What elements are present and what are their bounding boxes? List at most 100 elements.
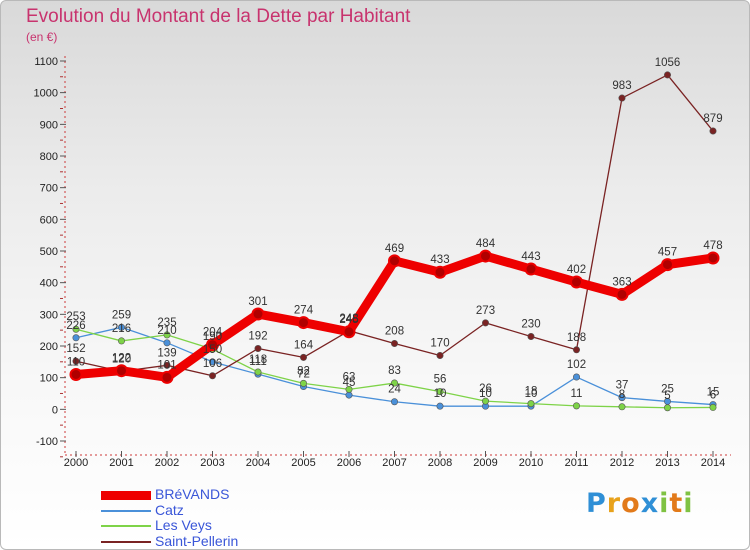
data-label: 6 [710,389,716,401]
data-label: 274 [294,305,314,317]
data-point [299,353,307,361]
data-label: 469 [385,243,404,255]
data-label: 192 [248,331,267,343]
data-point [570,275,583,289]
logo-letter: i [659,488,670,519]
data-point [618,94,626,102]
data-point [390,379,398,387]
y-tick-label: -100 [36,436,58,448]
logo-letter: i [683,488,694,519]
data-label: 208 [385,325,404,337]
data-label: 56 [434,374,447,386]
data-point [163,331,171,339]
data-point [709,127,717,135]
y-tick-label: 400 [40,278,58,290]
x-tick-label: 2000 [64,457,88,469]
data-label: 63 [343,371,356,383]
x-tick-label: 2012 [610,457,634,469]
data-label: 18 [525,386,538,398]
x-tick-label: 2006 [337,457,361,469]
data-point [118,323,126,331]
legend-label: Catz [155,501,184,518]
x-tick-label: 2011 [565,457,589,469]
data-point [481,319,489,327]
data-point [206,338,219,352]
data-label: 120 [112,353,131,365]
data-point [163,361,171,369]
data-label: 433 [430,254,449,266]
data-point [160,370,174,384]
data-point [618,403,626,411]
data-label: 230 [521,319,540,331]
x-tick-label: 2014 [701,457,725,469]
data-label: 204 [203,327,223,339]
x-tick-label: 2002 [155,457,179,469]
data-point [436,351,444,359]
y-tick-label: 900 [40,119,58,131]
data-point [436,388,444,396]
data-label: 8 [619,389,625,401]
data-point [709,403,717,411]
data-point [436,402,444,410]
data-point [433,265,447,279]
proxiti-logo: Proxiti [586,488,694,519]
data-label: 253 [66,311,85,323]
data-label: 1056 [655,57,681,69]
data-label: 443 [521,251,540,263]
data-point [115,364,128,378]
y-axis-unit: (en €) [26,30,58,44]
data-label: 363 [612,276,631,288]
data-label: 101 [157,359,176,371]
y-tick-label: 0 [52,404,58,416]
x-tick-label: 2004 [246,457,270,469]
data-label: 879 [703,113,722,125]
data-point [706,251,720,265]
x-tick-label: 2007 [382,457,406,469]
data-point [163,339,171,347]
data-point [254,345,262,353]
data-label: 10 [479,388,492,400]
data-point [615,287,629,301]
data-point [524,262,538,276]
data-label: 210 [157,325,176,337]
logo-letter: r [606,488,622,519]
chart-title: Evolution du Montant de la Dette par Hab… [26,6,411,27]
data-label: 259 [112,309,131,321]
y-tick-label: 300 [40,309,58,321]
data-label: 150 [203,344,222,356]
data-label: 111 [249,356,266,368]
data-label: 122 [112,353,131,365]
data-point [390,398,398,406]
data-point [479,249,492,263]
y-tick-label: 100 [40,373,58,385]
data-label: 82 [297,365,310,377]
legend-swatch [101,509,151,512]
x-tick-label: 2003 [200,457,224,469]
data-label: 45 [343,377,356,389]
data-point [251,307,265,321]
data-point [572,346,580,354]
legend-swatch [101,490,151,500]
x-tick-label: 2005 [291,457,315,469]
data-label: 983 [612,80,631,92]
data-label: 83 [388,365,401,377]
data-point [209,358,217,366]
data-point [209,372,217,380]
data-label: 10 [525,388,538,400]
y-tick-label: 600 [40,214,58,226]
data-point [661,258,674,272]
data-label: 190 [203,331,222,343]
data-point [572,402,580,410]
data-point [345,385,353,393]
data-point [72,334,80,342]
y-tick-label: 1000 [34,88,58,100]
legend-label: Les Veys [155,517,212,533]
data-point [299,379,307,387]
data-label: 226 [66,320,85,332]
data-point [663,404,671,412]
data-label: 216 [112,323,131,335]
data-point [618,394,626,402]
x-tick-label: 2010 [519,457,543,469]
legend-label: BRéVANDS [155,486,230,502]
